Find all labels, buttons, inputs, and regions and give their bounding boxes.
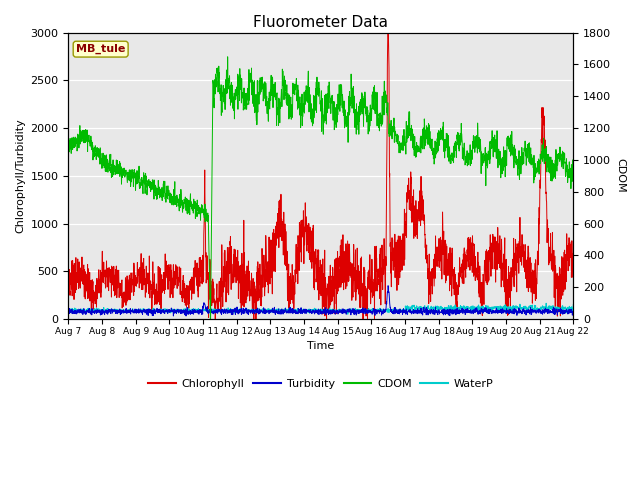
Title: Fluorometer Data: Fluorometer Data — [253, 15, 388, 30]
Text: MB_tule: MB_tule — [76, 44, 125, 54]
Y-axis label: CDOM: CDOM — [615, 158, 625, 193]
Legend: Chlorophyll, Turbidity, CDOM, WaterP: Chlorophyll, Turbidity, CDOM, WaterP — [144, 375, 498, 394]
X-axis label: Time: Time — [307, 341, 335, 351]
Y-axis label: Chlorophyll/Turbidity: Chlorophyll/Turbidity — [15, 119, 25, 233]
